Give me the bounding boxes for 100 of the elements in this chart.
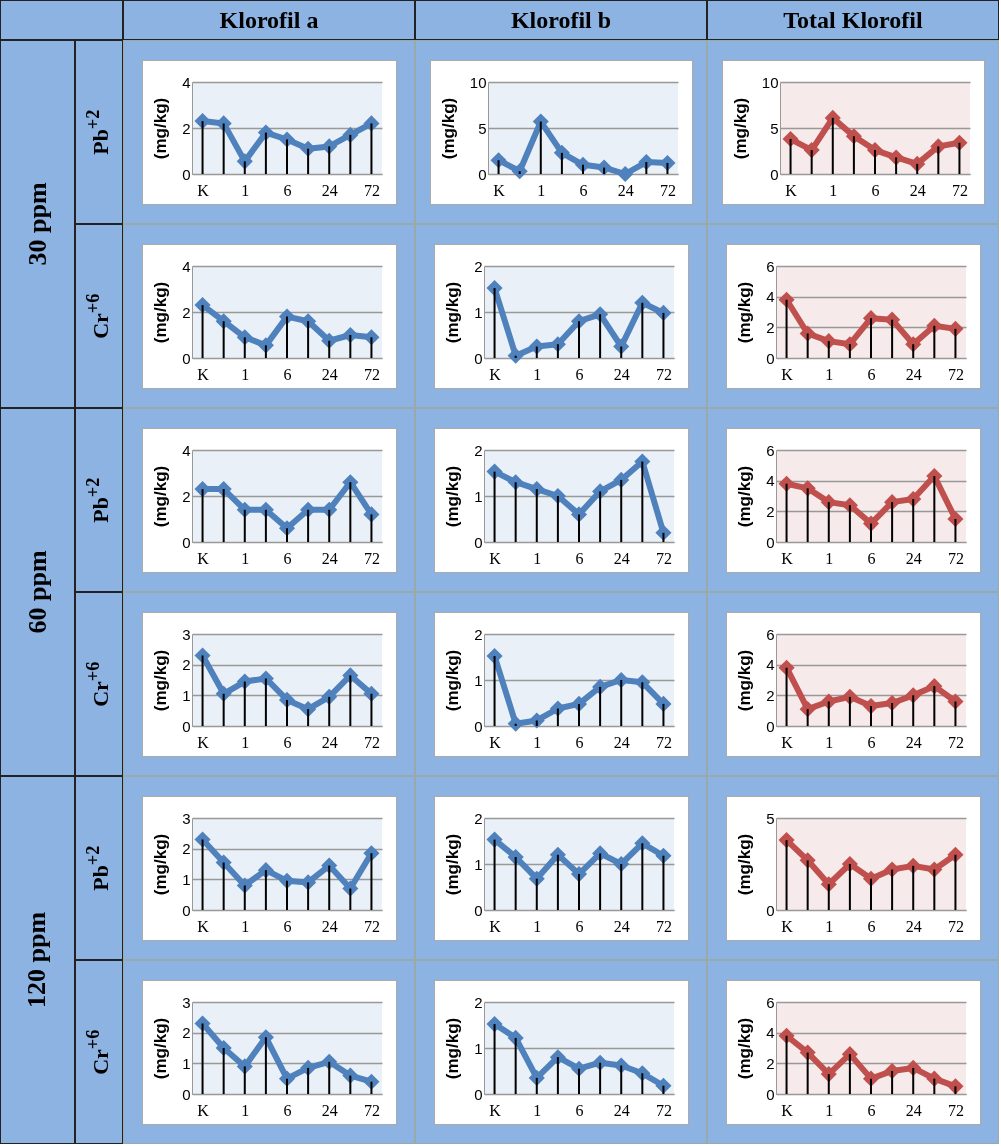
y-axis-title: (mg/kg) [442, 649, 462, 711]
bar [306, 708, 309, 726]
x-tick-label: K [780, 917, 793, 934]
bar [369, 852, 372, 910]
bar [890, 501, 893, 542]
y-tick-label: 4 [765, 655, 774, 673]
bar [222, 122, 225, 174]
bar [518, 170, 521, 174]
x-tick-label: K [780, 1101, 793, 1118]
bar [535, 719, 538, 726]
bar [890, 319, 893, 358]
x-tick-label: 1 [824, 917, 833, 934]
x-tick-label: 1 [824, 733, 833, 750]
bar [869, 705, 872, 726]
bar [640, 1072, 643, 1094]
bar [348, 888, 351, 910]
y-axis-title: (mg/kg) [442, 281, 462, 343]
bar [222, 488, 225, 542]
y-tick-label: 2 [181, 119, 190, 136]
bar [598, 686, 601, 726]
bar [556, 343, 559, 358]
x-tick-label: K [196, 181, 209, 198]
bar [493, 287, 496, 358]
bar [348, 481, 351, 542]
bar [890, 1070, 893, 1094]
bar [369, 693, 372, 726]
bar [789, 138, 792, 174]
bar [806, 332, 809, 358]
y-tick-label: 4 [181, 257, 190, 274]
y-tick-label: 0 [765, 1085, 774, 1102]
bar [243, 160, 246, 174]
x-tick-label: 1 [240, 917, 249, 934]
x-tick-label: K [488, 1101, 501, 1118]
y-tick-label: 6 [765, 625, 774, 642]
point [507, 347, 524, 364]
y-axis-title: (mg/kg) [734, 281, 754, 343]
point [616, 165, 633, 182]
x-tick-label: 1 [240, 365, 249, 382]
x-tick-label: K [196, 733, 209, 750]
y-tick-label: 6 [765, 993, 774, 1010]
bar [348, 134, 351, 174]
y-tick-label: 0 [181, 165, 190, 182]
x-tick-label: 72 [363, 733, 380, 750]
x-tick-label: 6 [871, 181, 879, 198]
bar [619, 1064, 622, 1094]
y-tick-label: 2 [181, 1023, 190, 1041]
x-tick-label: 24 [905, 917, 922, 934]
x-tick-label: 6 [575, 733, 583, 750]
bar [932, 685, 935, 726]
x-tick-label: 6 [283, 1101, 291, 1118]
y-tick-label: 4 [765, 471, 774, 489]
bar [598, 1062, 601, 1094]
x-tick-label: 72 [655, 733, 672, 750]
bar [598, 490, 601, 542]
y-axis-title: (mg/kg) [734, 649, 754, 711]
x-tick-label: K [196, 549, 209, 566]
bar [306, 148, 309, 174]
bar [848, 696, 851, 726]
x-tick-label: 1 [532, 733, 541, 750]
bar [785, 1035, 788, 1094]
x-tick-label: 24 [905, 733, 922, 750]
x-tick-label: K [784, 181, 797, 198]
x-tick-label: K [488, 733, 501, 750]
x-tick-label: 24 [613, 917, 630, 934]
x-tick-label: 1 [824, 365, 833, 382]
x-tick-label: 1 [240, 1101, 249, 1118]
x-tick-label: K [780, 733, 793, 750]
point [528, 711, 545, 729]
y-tick-label: 0 [181, 1085, 190, 1102]
y-axis-title: (mg/kg) [734, 465, 754, 527]
bar [619, 863, 622, 910]
y-tick-label: 2 [765, 318, 774, 336]
y-tick-label: 2 [765, 1054, 774, 1072]
bar [560, 152, 563, 174]
bar [890, 869, 893, 910]
bar [285, 1078, 288, 1094]
y-tick-label: 1 [181, 686, 190, 704]
y-tick-label: 1 [473, 855, 482, 872]
bar [911, 694, 914, 726]
x-tick-label: 1 [824, 549, 833, 566]
bar [911, 343, 914, 358]
bar [222, 1047, 225, 1094]
x-tick-label: 1 [240, 181, 249, 198]
point [511, 162, 528, 179]
x-tick-label: 24 [321, 917, 338, 934]
bar [514, 481, 517, 542]
y-tick-label: 0 [473, 901, 482, 918]
x-tick-label: 24 [905, 1101, 922, 1118]
x-tick-label: 72 [659, 181, 676, 198]
bar [497, 159, 500, 174]
x-tick-label: 72 [655, 549, 672, 566]
y-tick-label: 0 [181, 533, 190, 550]
bar [598, 852, 601, 910]
y-tick-label: 1 [473, 303, 482, 320]
bar [953, 1085, 956, 1094]
bar [285, 699, 288, 726]
x-tick-label: 6 [867, 365, 875, 382]
bar [619, 679, 622, 726]
bar [264, 509, 267, 542]
x-tick-label: 1 [532, 365, 541, 382]
